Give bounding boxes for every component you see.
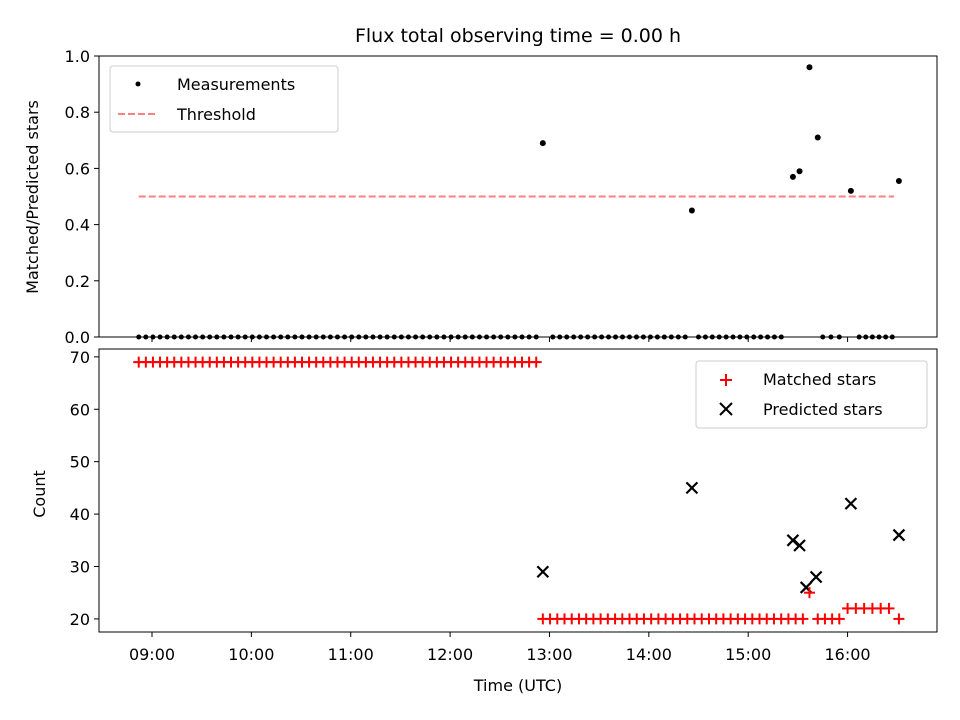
x-tick-label: 09:00 xyxy=(129,645,175,664)
x-tick-label: 15:00 xyxy=(725,645,771,664)
measurement-point xyxy=(895,178,902,185)
top-y-tick-label: 0.6 xyxy=(65,159,90,178)
matched-star-point xyxy=(833,613,845,625)
measurement-point xyxy=(806,64,813,71)
predicted-star-point xyxy=(536,565,550,579)
predicted-legend-label: Predicted stars xyxy=(763,400,883,419)
measurement-point xyxy=(539,140,546,147)
bottom-panel: 20 30 40 50 60 70 09:00 10:00 11:00 12:00 13:00 14… xyxy=(30,348,938,695)
x-tick-label: 11:00 xyxy=(328,645,374,664)
measurements-legend-label: Measurements xyxy=(177,75,295,94)
threshold-legend-label: Threshold xyxy=(176,105,256,124)
bottom-y-axis: 20 30 40 50 60 70 xyxy=(70,348,99,629)
bottom-y-tick-label: 40 xyxy=(70,505,90,524)
top-y-tick-label: 0.0 xyxy=(65,328,90,347)
top-y-tick-label: 0.2 xyxy=(65,272,90,291)
bottom-legend-box xyxy=(695,360,928,429)
top-y-tick-label: 0.4 xyxy=(65,216,90,235)
top-axes-frame xyxy=(98,55,938,338)
bottom-legend: Matched stars Predicted stars xyxy=(695,360,928,429)
bottom-axes-frame xyxy=(98,348,938,633)
x-tick-label: 14:00 xyxy=(626,645,672,664)
top-legend: Measurements Threshold xyxy=(109,65,339,133)
bottom-y-tick-label: 50 xyxy=(70,453,90,472)
x-axis-label: Time (UTC) xyxy=(473,676,562,695)
bottom-x-axis: 09:00 10:00 11:00 12:00 13:00 14:00 15:00 16:00 xyxy=(129,632,871,664)
x-tick-label: 12:00 xyxy=(427,645,473,664)
x-tick-label: 16:00 xyxy=(825,645,871,664)
top-legend-box xyxy=(109,65,339,133)
measurement-point xyxy=(789,173,796,180)
matched-star-point xyxy=(797,613,809,625)
top-y-axis-label: Matched/Predicted stars xyxy=(23,100,42,294)
bottom-data-layer xyxy=(133,356,906,625)
x-tick-label: 13:00 xyxy=(526,645,572,664)
top-panel: 0.0 0.2 0.4 0.6 0.8 1.0 Matched/Predicted sta… xyxy=(23,47,938,347)
bottom-y-tick-label: 70 xyxy=(70,348,90,367)
top-y-tick-label: 0.8 xyxy=(65,103,90,122)
chart-title: Flux total observing time = 0.00 h xyxy=(355,25,681,47)
matched-legend-marker xyxy=(720,374,732,386)
predicted-star-point xyxy=(685,481,699,495)
matched-star-point xyxy=(530,356,542,368)
top-y-tick-label: 1.0 xyxy=(65,47,90,66)
predicted-star-point xyxy=(892,528,906,542)
matched-star-point xyxy=(883,602,895,614)
measurement-point xyxy=(847,187,854,194)
bottom-y-tick-label: 30 xyxy=(70,557,90,576)
measurement-point xyxy=(688,207,695,214)
x-tick-label: 10:00 xyxy=(228,645,274,664)
bottom-y-tick-label: 60 xyxy=(70,400,90,419)
measurement-point xyxy=(796,168,803,175)
bottom-y-axis-label: Count xyxy=(30,470,49,518)
predicted-star-point xyxy=(844,497,858,510)
predicted-legend-marker xyxy=(719,402,733,416)
matched-star-point xyxy=(893,613,905,625)
top-y-axis: 0.0 0.2 0.4 0.6 0.8 1.0 xyxy=(65,47,99,347)
predicted-star-point xyxy=(809,570,823,584)
matched-star-point xyxy=(803,587,815,599)
matched-legend-label: Matched stars xyxy=(763,370,876,389)
bottom-y-tick-label: 20 xyxy=(70,610,90,629)
predicted-star-point xyxy=(793,539,806,552)
measurement-point xyxy=(814,134,821,141)
top-x-axis xyxy=(151,337,849,342)
measurements-legend-marker xyxy=(135,81,141,87)
